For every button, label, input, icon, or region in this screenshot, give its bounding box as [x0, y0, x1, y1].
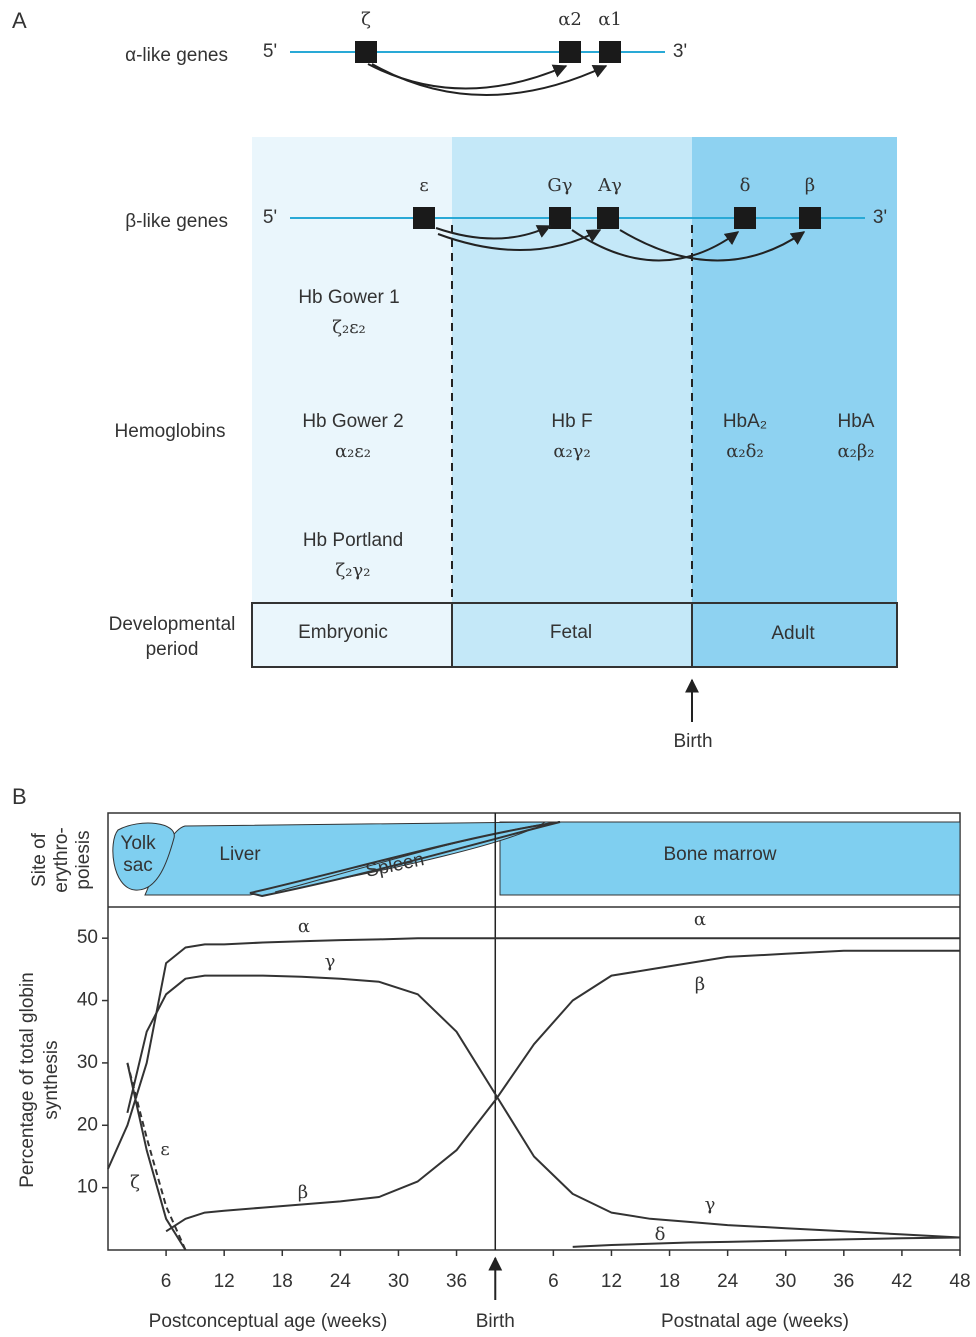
x-tick-label: 6: [548, 1271, 559, 1292]
y-tick-label: 20: [77, 1114, 98, 1135]
hb-name: Hb Portland: [303, 530, 403, 551]
x-tick-label: 18: [272, 1271, 293, 1292]
stage-label: Adult: [771, 623, 815, 644]
hb-name: Hb Gower 2: [302, 411, 403, 432]
hb-name: HbA: [838, 411, 875, 432]
gene-label: α1: [598, 9, 622, 30]
x-tick-label: 12: [214, 1271, 235, 1292]
gene-label: ζ: [361, 9, 371, 30]
gene-box: [799, 207, 821, 229]
curve-label: ε: [160, 1139, 169, 1160]
panel-b: [108, 813, 960, 1250]
site-label: erythro-: [51, 827, 72, 892]
row-label: β-like genes: [125, 211, 228, 232]
panel-label: B: [12, 784, 27, 809]
liver-region: [145, 822, 545, 895]
end-label: 3': [673, 41, 687, 62]
stage-label: Fetal: [550, 622, 592, 643]
figure: A α-like genes 5' 3' ζ α2 α1 β-like gene…: [0, 0, 976, 1337]
x-tick-label: 48: [949, 1271, 970, 1292]
stage-label: Embryonic: [298, 622, 388, 643]
region-label: Bone marrow: [664, 844, 777, 865]
curve-label: ζ: [130, 1172, 140, 1193]
hb-name: Hb F: [551, 411, 592, 432]
region-label: sac: [123, 855, 153, 876]
curve-label: β: [298, 1182, 308, 1203]
hb-formula: α₂ε₂: [335, 441, 371, 462]
hb-formula: ζ₂ε₂: [332, 317, 366, 338]
x-tick-label: 24: [717, 1271, 739, 1292]
x-tick-label: 30: [388, 1271, 409, 1292]
gene-box: [599, 41, 621, 63]
y-tick-label: 30: [77, 1052, 98, 1073]
gene-box: [413, 207, 435, 229]
y-tick-label: 50: [77, 927, 98, 948]
site-label: poiesis: [73, 830, 94, 889]
period-label: period: [146, 639, 199, 660]
gene-box: [549, 207, 571, 229]
gene-label: Gγ: [547, 175, 572, 196]
x-tick-label: 36: [446, 1271, 467, 1292]
y-tick-label: 40: [77, 990, 98, 1011]
birth-label: Birth: [476, 1311, 515, 1332]
curve-label: β: [695, 974, 705, 995]
gene-box: [559, 41, 581, 63]
x-tick-label: 42: [891, 1271, 912, 1292]
globin-curve: [127, 976, 960, 1238]
gene-label: δ: [740, 175, 751, 196]
region-label: Yolk: [120, 833, 156, 854]
x-axis-label: Postnatal age (weeks): [661, 1311, 849, 1332]
x-tick-label: 6: [161, 1271, 172, 1292]
hb-formula: α₂γ₂: [553, 441, 590, 462]
switch-arrow: [372, 64, 606, 95]
x-tick-label: 24: [330, 1271, 352, 1292]
site-label: Site of: [29, 832, 50, 887]
period-label: Developmental: [109, 614, 236, 635]
row-label: α-like genes: [125, 45, 228, 66]
hb-name: HbA₂: [723, 411, 767, 432]
panel-label: A: [12, 8, 27, 33]
hb-formula: α₂δ₂: [726, 441, 763, 462]
gene-label: β: [805, 175, 815, 196]
y-axis-label: Percentage of total globin: [17, 972, 38, 1188]
hb-formula: α₂β₂: [838, 441, 875, 462]
end-label: 5': [263, 207, 277, 228]
gene-label: Aγ: [597, 175, 622, 196]
birth-label: Birth: [673, 731, 712, 752]
x-tick-label: 36: [833, 1271, 854, 1292]
x-tick-label: 18: [659, 1271, 680, 1292]
hb-name: Hb Gower 1: [298, 287, 399, 308]
x-tick-label: 12: [601, 1271, 622, 1292]
curve-label: α: [694, 909, 706, 930]
adult-band: [692, 137, 897, 667]
curve-label: γ: [705, 1194, 716, 1215]
x-tick-label: 30: [775, 1271, 796, 1292]
gene-label: α2: [558, 9, 582, 30]
row-label: Hemoglobins: [115, 421, 226, 442]
globin-curve: [108, 938, 960, 1169]
globin-curve: [127, 1063, 185, 1250]
curve-label: α: [298, 916, 310, 937]
gene-box: [355, 41, 377, 63]
globin-curve: [166, 951, 960, 1232]
hb-formula: ζ₂γ₂: [336, 560, 371, 581]
globin-curve: [573, 1238, 960, 1247]
globin-curve: [127, 1063, 185, 1250]
fetal-band: [452, 137, 692, 667]
gene-box: [734, 207, 756, 229]
y-axis-label: synthesis: [41, 1040, 62, 1119]
curve-label: γ: [325, 951, 336, 972]
y-tick-label: 10: [77, 1177, 98, 1198]
gene-box: [597, 207, 619, 229]
curve-label: δ: [655, 1224, 666, 1245]
gene-label: ε: [419, 175, 428, 196]
end-label: 3': [873, 207, 887, 228]
end-label: 5': [263, 41, 277, 62]
region-label: Liver: [219, 844, 261, 865]
x-axis-label: Postconceptual age (weeks): [149, 1311, 388, 1332]
